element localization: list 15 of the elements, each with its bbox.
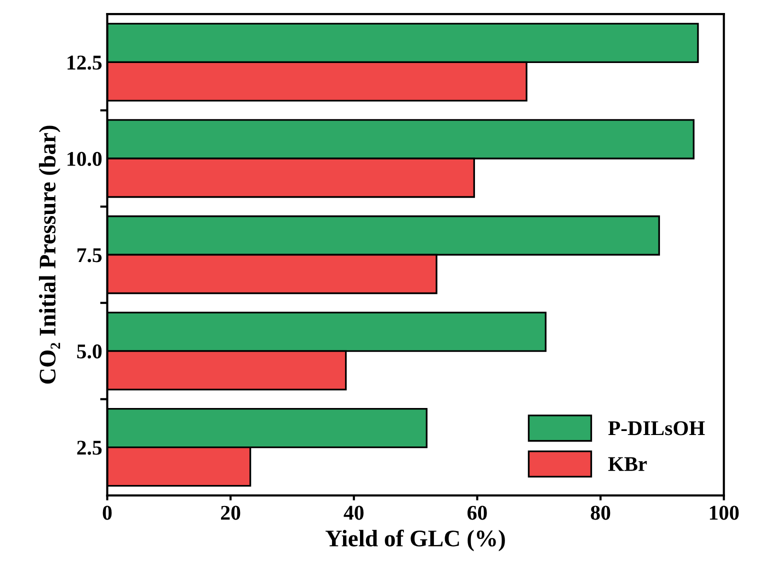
y-axis-title: CO₂ Initial Pressure (bar) [38, 126, 60, 384]
legend-label: KBr [608, 457, 647, 471]
x-tick-label: 80 [590, 506, 610, 520]
x-tick-label: 20 [221, 506, 240, 520]
x-axis-title: Yield of GLC (%) [326, 530, 505, 552]
y-tick-label: 2.5 [77, 440, 102, 455]
y-tick-label: 10.0 [68, 152, 102, 166]
x-tick-label: 100 [710, 506, 739, 520]
x-tick-label: 0 [102, 506, 112, 520]
y-tick-label: 12.5 [68, 56, 102, 70]
y-tick-label: 5.0 [77, 344, 102, 359]
legend-label: P-DILsOH [608, 421, 705, 436]
x-tick-label: 60 [468, 506, 487, 520]
y-tick-label: 7.5 [78, 248, 102, 262]
x-tick-label: 40 [344, 506, 364, 520]
